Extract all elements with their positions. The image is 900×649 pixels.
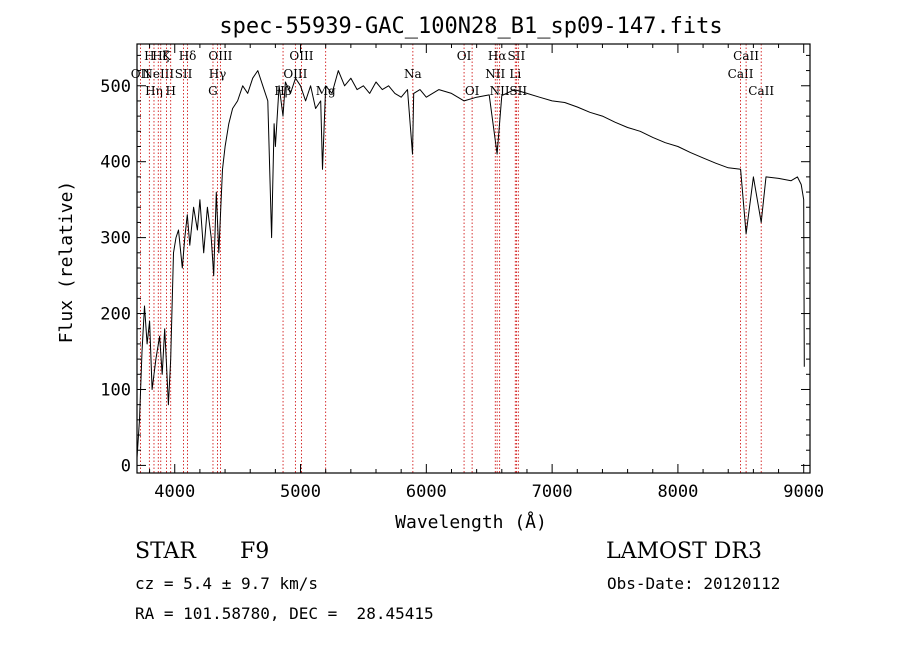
x-axis-label: Wavelength (Å)	[395, 511, 547, 533]
coordinates: RA = 101.58780, DEC = 28.45415	[135, 604, 434, 623]
x-tick-label: 7000	[532, 482, 573, 502]
velocity-readout: cz = 5.4 ± 9.7 km/s	[135, 574, 319, 593]
spectral-line-label: NII	[485, 67, 505, 81]
x-tick-label: 9000	[783, 482, 824, 502]
obs-date: Obs-Date: 20120112	[607, 574, 781, 593]
spectral-line-label: NII	[490, 84, 510, 98]
spectral-line-label: H	[144, 49, 154, 63]
spectral-line-label: OIII	[289, 49, 313, 63]
spectral-line-label: Hα	[488, 49, 507, 63]
y-tick-label: 100	[100, 380, 131, 400]
spectral-line-label: OI	[457, 49, 472, 63]
spectral-line-label: CaII	[733, 49, 759, 63]
ticks-layer: 4000 5000 6000 7000 8000 9000 0 100 200 300 400 500	[100, 44, 824, 502]
spectral-line-label: SII	[175, 67, 193, 81]
spectral-lines-layer: OIIHHηNeIIIHζKHSIIHδGHγOIIIHβOIIIOIIIMgN…	[131, 44, 774, 473]
x-tick-label: 5000	[280, 482, 321, 502]
spectral-line-label: Hγ	[209, 67, 227, 81]
y-tick-label: 400	[100, 153, 131, 173]
spectral-line-label: Hδ	[179, 49, 197, 63]
x-tick-label: 4000	[154, 482, 195, 502]
spectral-line-label: OIII	[208, 49, 232, 63]
spectral-line-label: Hζ	[152, 49, 169, 63]
spectral-line-label: G	[208, 84, 218, 98]
spectral-line-label: NeIII	[142, 67, 174, 81]
spectral-line-label: OI	[465, 84, 480, 98]
spectral-line-label: H	[165, 84, 175, 98]
spectral-line-label: SII	[508, 49, 526, 63]
spectrum-line	[136, 70, 805, 458]
subclass: F9	[240, 539, 270, 564]
spectral-line-label: K	[162, 49, 172, 63]
y-tick-label: 0	[121, 456, 131, 476]
x-tick-label: 8000	[657, 482, 698, 502]
spectral-line-label: OII	[131, 67, 151, 81]
spectral-line-label: Na	[404, 67, 422, 81]
spectral-line-label: Li	[509, 67, 521, 81]
y-tick-label: 500	[100, 77, 131, 97]
spectral-line-label: CaII	[728, 67, 754, 81]
y-tick-label: 200	[100, 305, 131, 325]
spectral-line-label: Hη	[145, 84, 163, 98]
object-class: STAR	[135, 539, 196, 564]
x-tick-label: 6000	[406, 482, 447, 502]
y-axis-label: Flux (relative)	[56, 181, 77, 344]
spectral-line-label: OIII	[283, 67, 307, 81]
y-tick-label: 300	[100, 229, 131, 249]
series-layer	[136, 70, 805, 458]
chart-title: spec-55939-GAC_100N28_B1_sp09-147.fits	[219, 14, 722, 39]
plot-frame	[136, 43, 811, 474]
survey-name: LAMOST DR3	[606, 539, 762, 564]
spectral-line-label: CaII	[748, 84, 774, 98]
